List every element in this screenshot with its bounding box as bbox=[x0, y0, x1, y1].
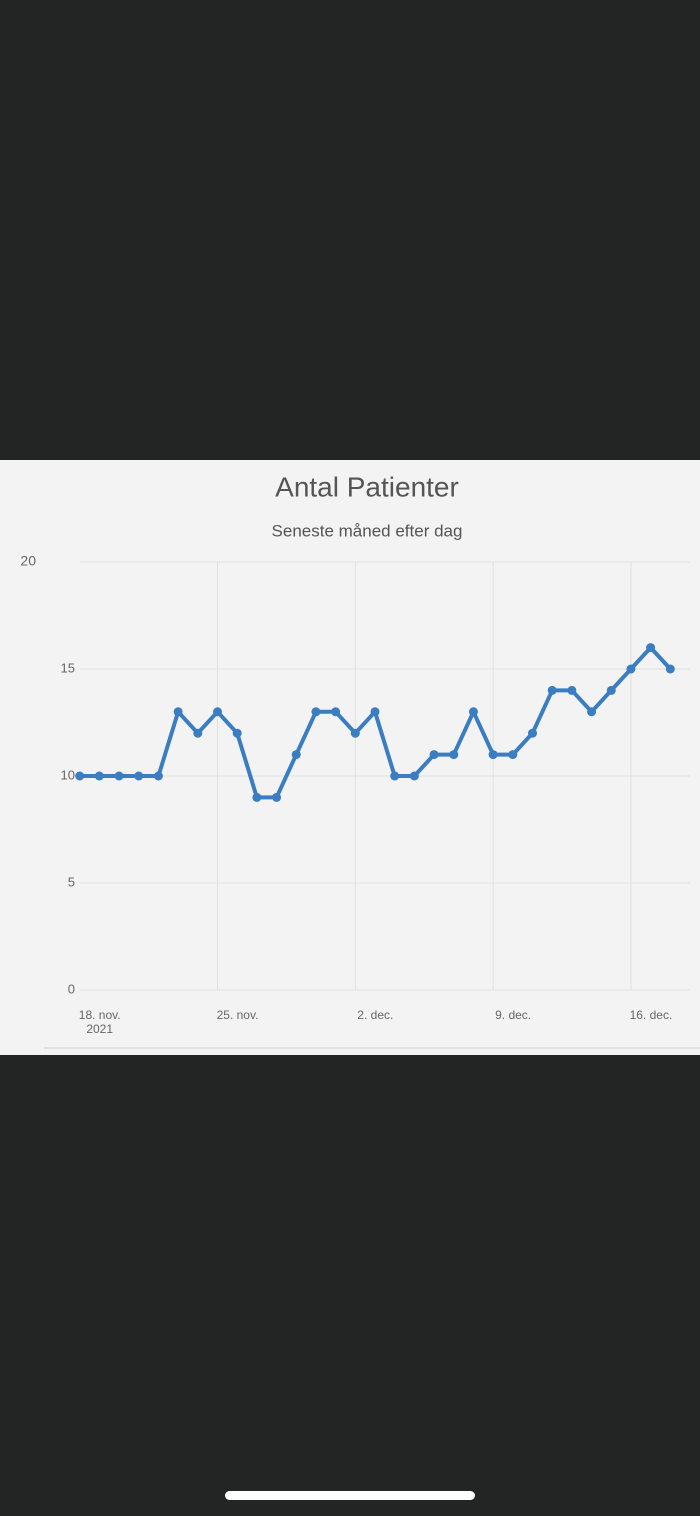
y-tick-label: 20 bbox=[20, 553, 36, 569]
data-point bbox=[390, 771, 400, 781]
x-tick-label: 2. dec. bbox=[357, 1008, 394, 1022]
data-point bbox=[665, 664, 675, 674]
data-point bbox=[311, 707, 321, 717]
y-tick-label: 5 bbox=[68, 874, 75, 889]
data-point bbox=[409, 771, 419, 781]
data-point bbox=[173, 707, 183, 717]
data-point bbox=[508, 750, 518, 760]
x-tick-label: 9. dec. bbox=[495, 1008, 532, 1022]
chart-panel: Antal Patienter Seneste måned efter dag … bbox=[0, 460, 700, 1055]
home-indicator bbox=[225, 1491, 475, 1500]
data-point bbox=[626, 664, 636, 674]
data-point bbox=[272, 792, 282, 802]
data-point bbox=[94, 771, 104, 781]
data-point bbox=[114, 771, 124, 781]
data-point bbox=[488, 750, 498, 760]
data-point bbox=[232, 728, 242, 738]
data-point bbox=[153, 771, 163, 781]
data-point bbox=[449, 750, 459, 760]
data-point bbox=[429, 750, 439, 760]
data-point bbox=[370, 707, 380, 717]
y-tick-label: 10 bbox=[61, 767, 75, 782]
data-point bbox=[587, 707, 597, 717]
series-line bbox=[79, 645, 672, 800]
x-tick-label: 18. nov. 2021 bbox=[78, 1008, 121, 1036]
chart-subtitle: Seneste måned efter dag bbox=[272, 521, 463, 540]
data-point bbox=[291, 750, 301, 760]
x-tick-label: 16. dec. bbox=[629, 1008, 673, 1022]
data-point bbox=[75, 771, 85, 781]
data-point bbox=[350, 728, 360, 738]
data-point bbox=[213, 707, 222, 717]
chart: Antal Patienter Seneste måned efter dag … bbox=[20, 471, 700, 1049]
data-point bbox=[193, 728, 203, 738]
data-point bbox=[252, 792, 262, 802]
data-point bbox=[547, 685, 557, 695]
data-point bbox=[567, 685, 577, 695]
data-point bbox=[528, 728, 537, 738]
data-point bbox=[331, 707, 341, 717]
x-tick-label: 25. nov. bbox=[216, 1008, 259, 1022]
chart-title: Antal Patienter bbox=[275, 471, 459, 502]
y-tick-label: 0 bbox=[68, 981, 75, 996]
data-point bbox=[646, 643, 656, 653]
data-point bbox=[606, 685, 616, 695]
data-point bbox=[134, 771, 144, 781]
y-tick-label: 15 bbox=[61, 660, 75, 675]
data-point bbox=[468, 707, 478, 717]
